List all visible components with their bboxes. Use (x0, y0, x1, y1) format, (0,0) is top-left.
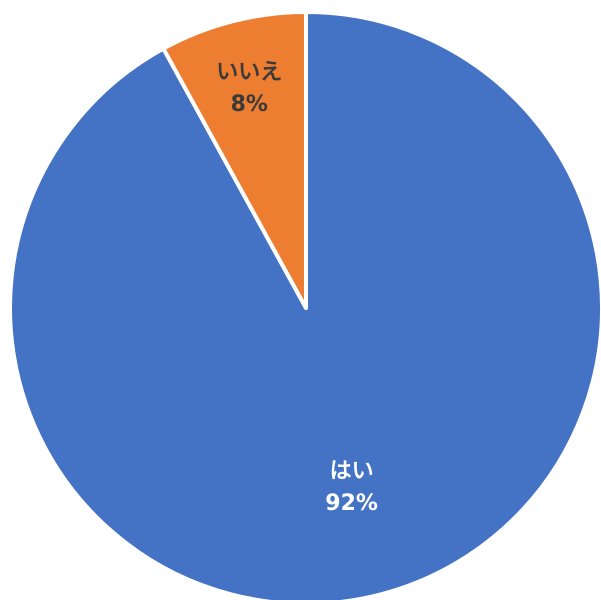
slice-category-label: はい (330, 459, 374, 484)
pie-slice-no (161, 10, 308, 310)
slices-layer (8, 10, 601, 600)
labels-layer: はい 92% いいえ 8% (216, 60, 378, 516)
slice-value-label: 8% (231, 92, 268, 117)
slice-category-label: いいえ (216, 60, 282, 85)
pie-slice-yes (8, 10, 601, 600)
slice-value-label: 92% (325, 491, 378, 516)
